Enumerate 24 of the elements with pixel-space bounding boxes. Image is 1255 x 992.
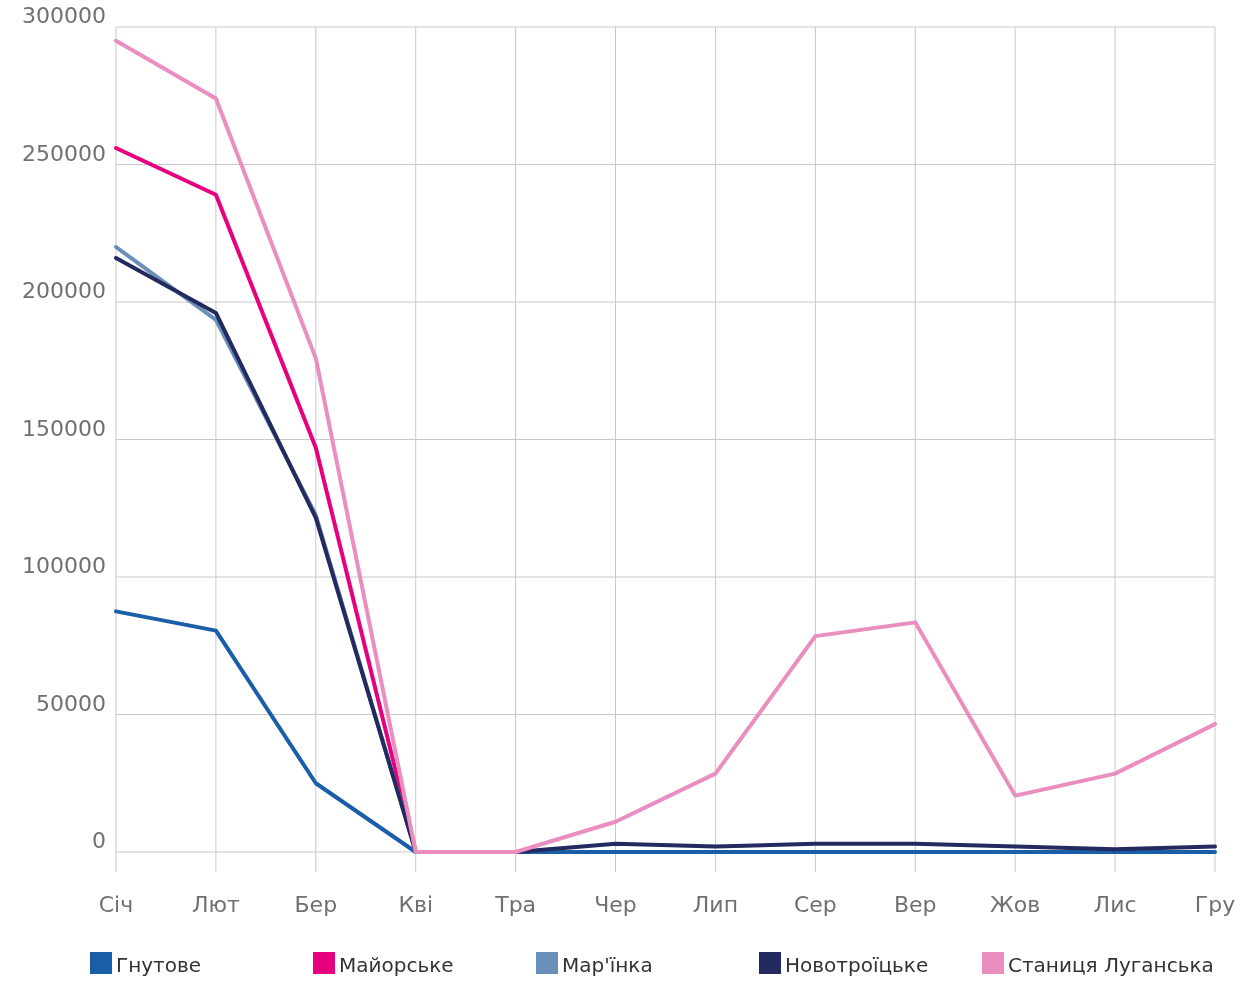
x-tick-label: Лип <box>692 892 739 917</box>
legend-label: Мар'їнка <box>562 953 653 977</box>
x-tick-label: Гру <box>1194 892 1236 917</box>
x-tick-label: Тра <box>494 892 537 917</box>
x-tick-label: Кві <box>398 892 434 917</box>
x-tick-label: Сер <box>793 892 837 917</box>
x-tick-label: Лис <box>1093 892 1137 917</box>
y-tick-label: 150000 <box>22 415 106 441</box>
x-tick-label: Жов <box>990 892 1041 917</box>
y-tick-label: 100000 <box>22 553 106 578</box>
y-tick-label: 300000 <box>22 3 106 28</box>
x-tick-label: Вер <box>893 892 937 917</box>
y-tick-label: 200000 <box>22 278 106 303</box>
y-tick-label: 250000 <box>22 140 106 166</box>
x-tick-label: Лют <box>191 892 241 917</box>
x-tick-label: Бер <box>294 892 338 917</box>
y-tick-label: 0 <box>92 828 106 853</box>
legend-label: Гнутове <box>116 953 202 977</box>
x-tick-label: Чер <box>594 892 637 917</box>
x-tick-label: Січ <box>98 892 134 917</box>
legend-label: Майорське <box>339 953 454 977</box>
y-tick-label: 50000 <box>36 690 106 716</box>
legend-label: Новотроїцьке <box>785 953 929 977</box>
legend-label: Станиця Луганська <box>1008 953 1214 977</box>
